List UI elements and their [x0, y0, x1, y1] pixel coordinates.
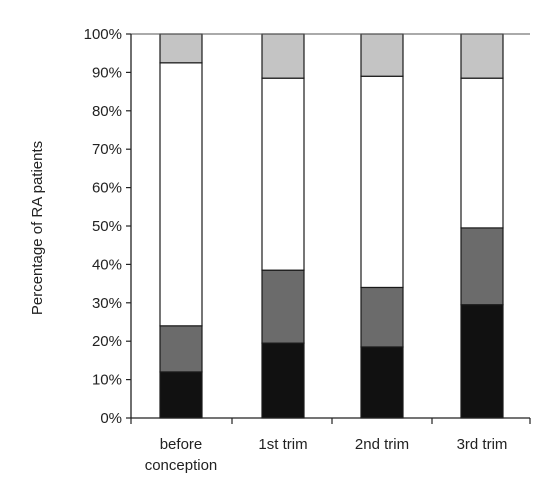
y-tick-label-5: 50%	[92, 218, 122, 235]
axes: 0% 10% 20% 30% 40% 50% 60% 70% 80% 90% 100% before c…	[84, 26, 531, 474]
y-tick-label-3: 30%	[92, 295, 122, 312]
y-tick-label-2: 20%	[92, 333, 122, 350]
y-tick-label-9: 90%	[92, 64, 122, 81]
x-category-label-1: before conception	[145, 436, 218, 474]
bar-segment-4-4	[460, 33, 504, 79]
y-tick-label-7: 70%	[92, 141, 122, 158]
bar-segment-4-3	[460, 77, 504, 229]
bar-segment-1-1	[159, 371, 203, 419]
bar-segment-2-1	[261, 342, 305, 419]
y-tick-label-0: 0%	[100, 410, 122, 427]
bar-segment-1-2	[159, 325, 203, 373]
bar-segment-1-3	[159, 62, 203, 327]
bar-segment-3-2	[360, 286, 404, 348]
bar-segment-2-4	[261, 33, 305, 79]
bar-segment-1-4	[159, 33, 203, 64]
bar-segment-4-1	[460, 304, 504, 419]
y-tick-label-1: 10%	[92, 372, 122, 389]
bar-segment-3-4	[360, 33, 404, 77]
bar-segment-2-3	[261, 77, 305, 271]
x-category-label-2: 1st trim	[258, 436, 307, 453]
y-tick-label-6: 60%	[92, 180, 122, 197]
plot-area	[159, 33, 504, 419]
y-tick-label-4: 40%	[92, 256, 122, 273]
bar-segment-3-1	[360, 346, 404, 419]
y-tick-label-8: 80%	[92, 103, 122, 120]
x-category-label-3: 2nd trim	[355, 436, 409, 453]
y-tick-label-10: 100%	[84, 26, 122, 43]
x-category-label-4: 3rd trim	[457, 436, 508, 453]
bar-segment-4-2	[460, 227, 504, 306]
y-axis-title: Percentage of RA patients	[29, 141, 46, 315]
bar-segment-2-2	[261, 269, 305, 344]
bar-segment-3-3	[360, 75, 404, 289]
